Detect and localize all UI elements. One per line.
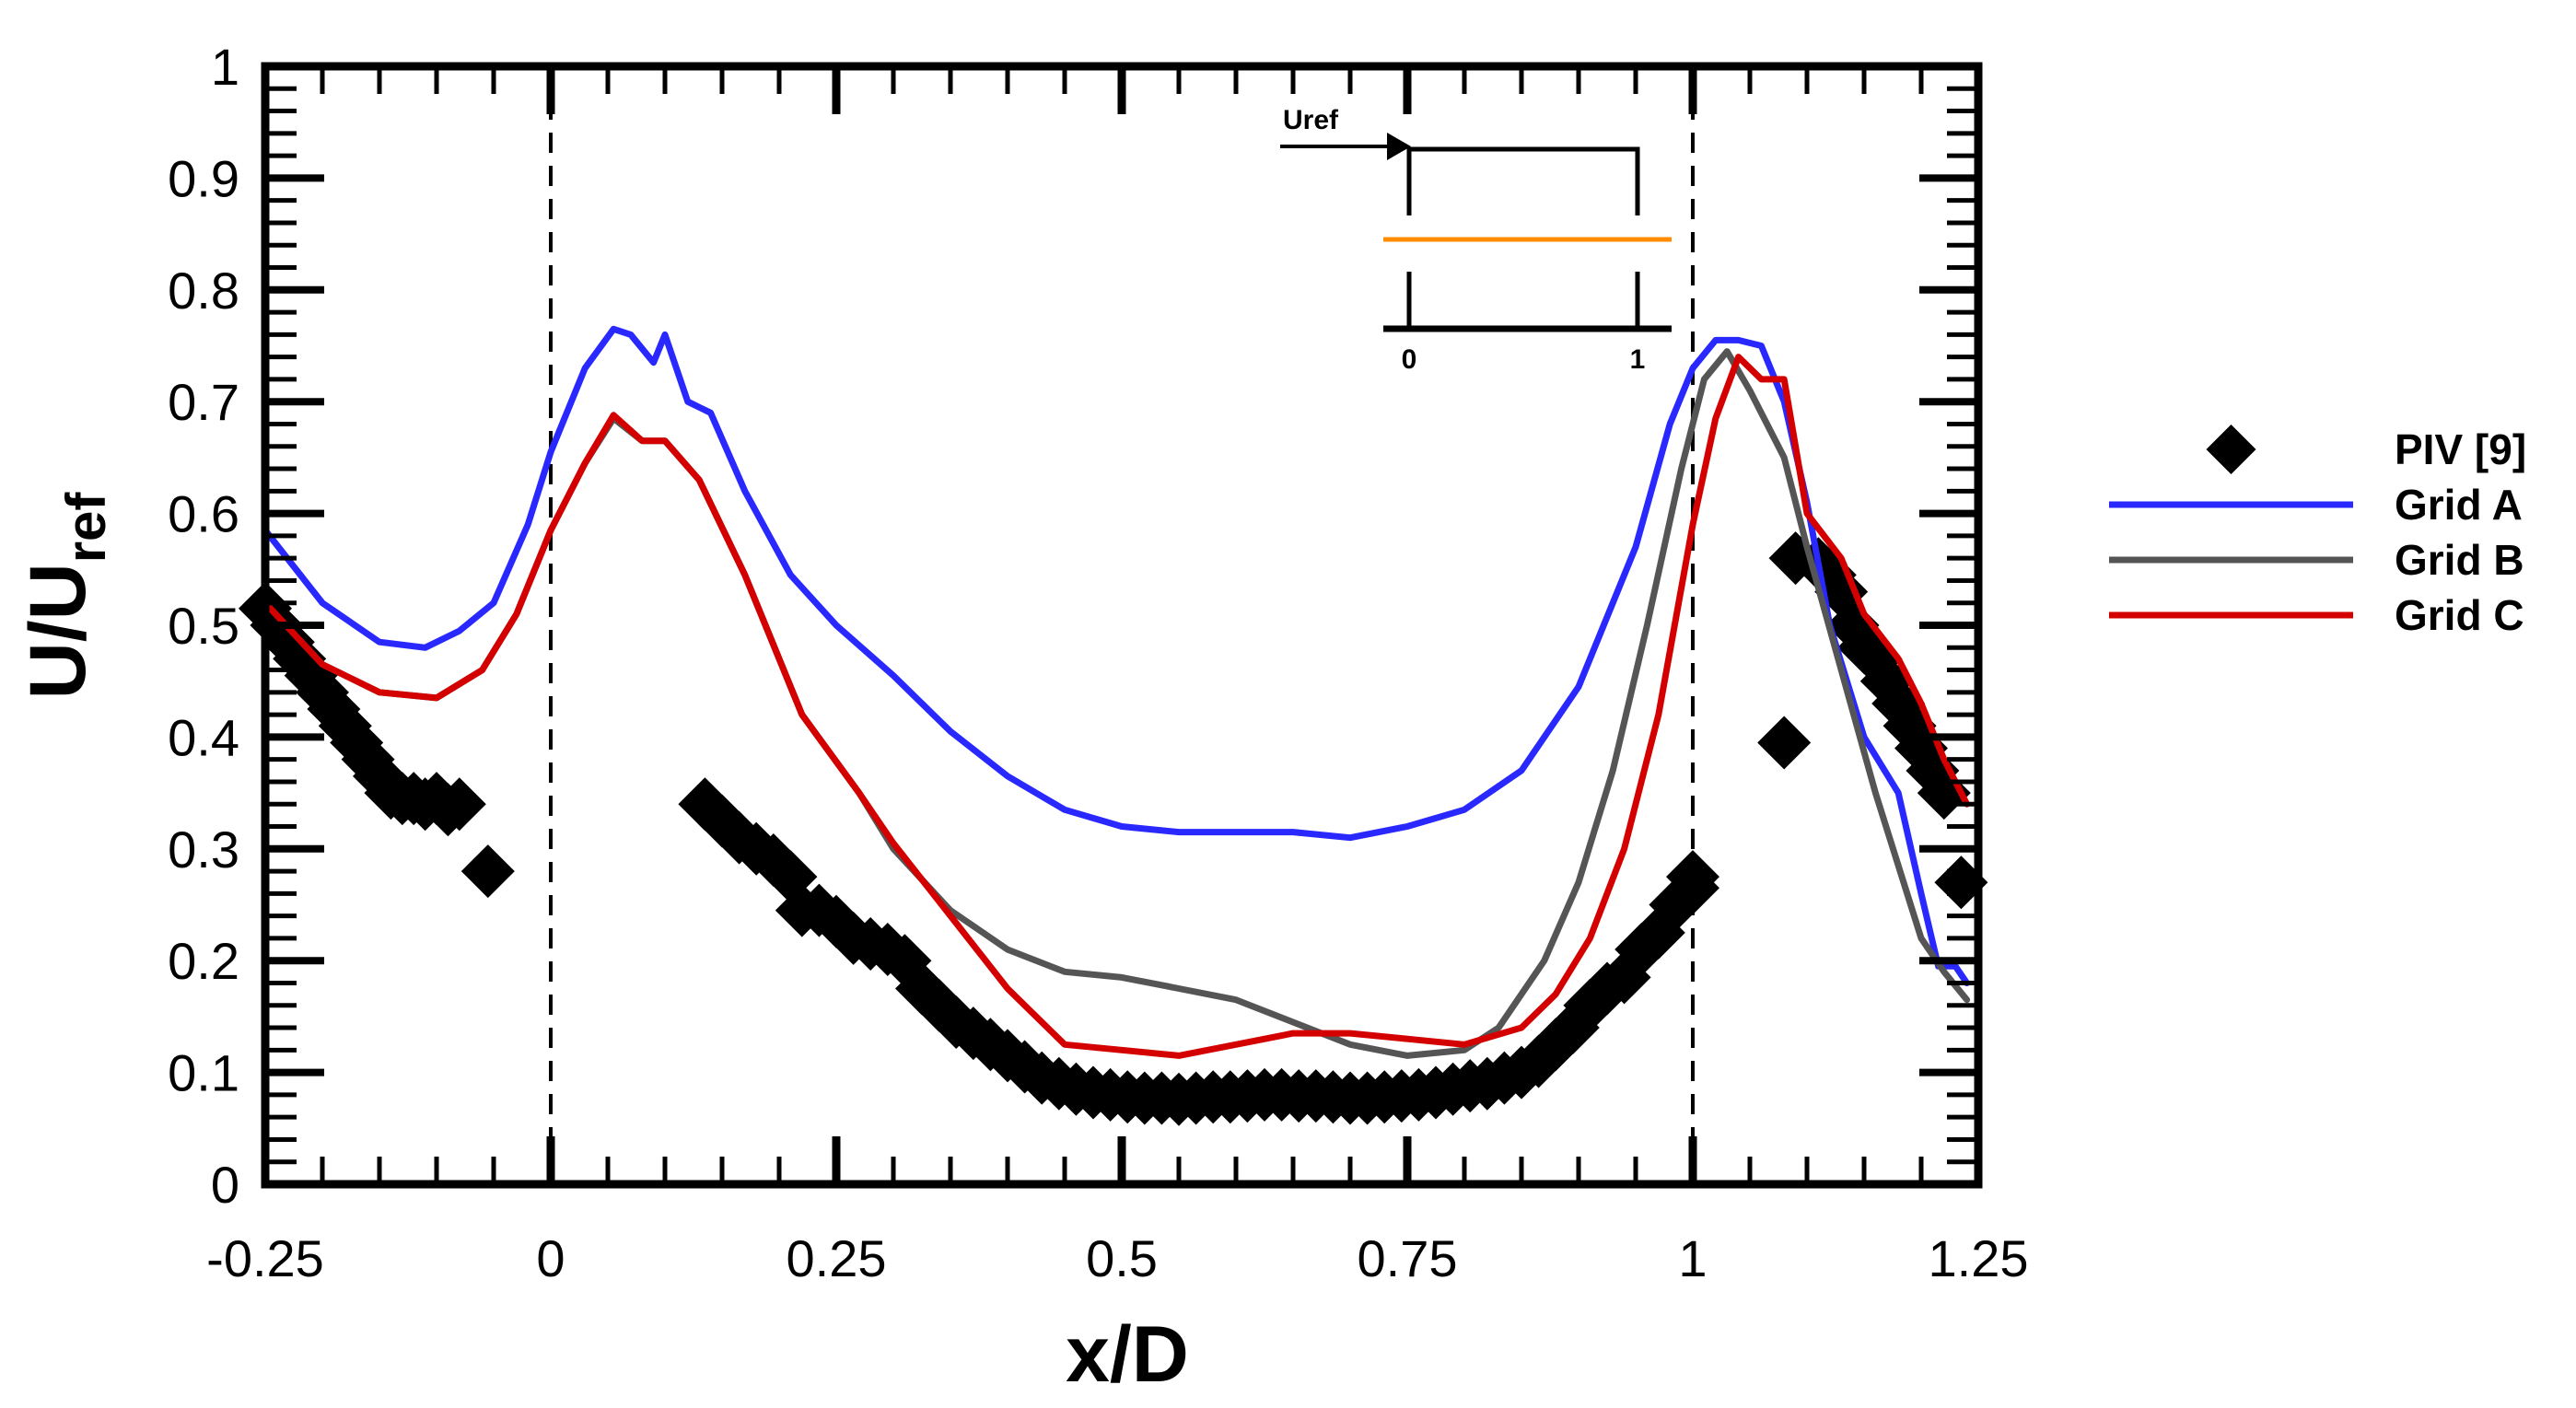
inset-cavity-top bbox=[1406, 146, 1640, 215]
y-tick-label: 0 bbox=[211, 1156, 239, 1214]
legend-label: Grid C bbox=[2395, 591, 2524, 639]
inset-tick-label: 0 bbox=[1402, 344, 1417, 375]
x-tick-label: 0.75 bbox=[1358, 1229, 1458, 1287]
series-grid-c bbox=[262, 354, 1971, 1059]
geometry-inset: Uref 0 1 bbox=[1280, 105, 1672, 375]
y-tick-label: 0.7 bbox=[168, 373, 239, 431]
legend-marker bbox=[2206, 425, 2256, 474]
legend-label: PIV [9] bbox=[2395, 425, 2526, 473]
legend-item: PIV [9] bbox=[2206, 425, 2526, 474]
data-point bbox=[432, 777, 486, 832]
series-line-2 bbox=[262, 348, 1971, 1059]
plot-frame bbox=[261, 62, 1983, 1189]
axes: 0 0.1 0.2 0.3 0.4 0.5 0.6 0.7 0.8 0.9 1 -0.25 0 0.25 0… bbox=[168, 38, 2028, 1287]
y-tick-label: 0.6 bbox=[168, 485, 239, 543]
y-tick-label: 1 bbox=[211, 38, 239, 96]
y-tick-label: 0.3 bbox=[168, 820, 239, 879]
y-tick-label: 0.1 bbox=[168, 1044, 239, 1102]
y-axis-title: U/Uref bbox=[14, 492, 117, 700]
inset-arrow-head bbox=[1387, 133, 1411, 160]
series-layer bbox=[239, 325, 1988, 1126]
series-grid-b bbox=[262, 348, 1971, 1059]
reference-lines bbox=[549, 66, 1695, 1184]
legend-item: Grid B bbox=[2109, 536, 2524, 584]
y-axis-title-main: U/U bbox=[14, 563, 102, 699]
y-tick-label: 0.2 bbox=[168, 932, 239, 990]
legend-item: Grid C bbox=[2109, 591, 2524, 639]
data-point bbox=[1666, 850, 1719, 904]
x-tick-label: 1.25 bbox=[1929, 1229, 2029, 1287]
legend-label: Grid A bbox=[2395, 481, 2523, 529]
y-tick-label: 0.8 bbox=[168, 262, 239, 320]
data-point bbox=[460, 844, 515, 899]
legend: PIV [9] Grid A Grid B Grid C bbox=[2109, 425, 2526, 639]
inset-tick-label: 1 bbox=[1630, 344, 1646, 375]
y-axis-title-subscript: ref bbox=[55, 492, 117, 564]
x-tick-label: 0 bbox=[536, 1229, 565, 1287]
legend-label: Grid B bbox=[2395, 536, 2524, 584]
data-point bbox=[1614, 923, 1669, 977]
data-point bbox=[1757, 716, 1812, 770]
x-tick-label: -0.25 bbox=[206, 1229, 324, 1287]
y-tick-label: 0.9 bbox=[168, 149, 239, 207]
x-tick-label: 1 bbox=[1678, 1229, 1707, 1287]
legend-item: Grid A bbox=[2109, 481, 2523, 529]
y-tick-label: 0.5 bbox=[168, 597, 239, 655]
x-tick-label: 0.5 bbox=[1086, 1229, 1158, 1287]
series-line-3 bbox=[262, 354, 1971, 1059]
inset-arrow-label: Uref bbox=[1283, 105, 1339, 135]
series-piv-9 bbox=[239, 531, 1988, 1126]
y-tick-label: 0.4 bbox=[168, 708, 239, 766]
x-axis-title: x/D bbox=[1066, 1310, 1189, 1399]
x-tick-label: 0.25 bbox=[787, 1229, 887, 1287]
